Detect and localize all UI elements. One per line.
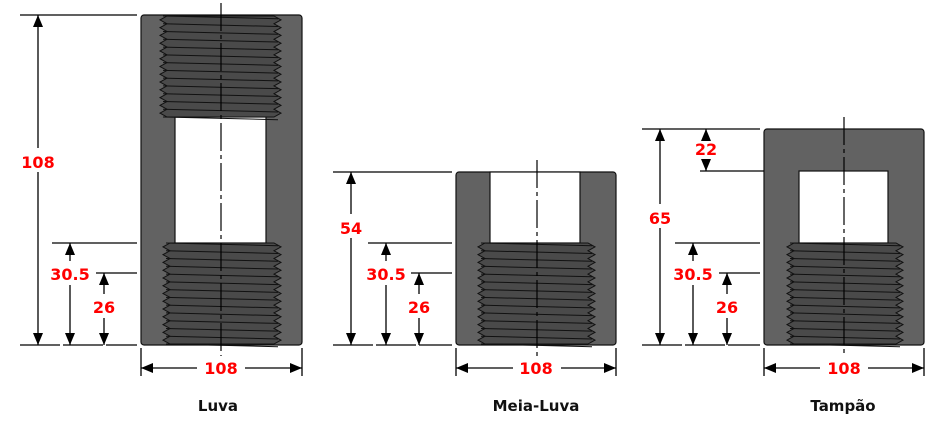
tampao-bottom-thread-line [789,281,901,286]
luva-bottom-thread-line [165,296,279,301]
luva-top-thread-line [162,69,279,74]
meia-luva-width-dim-arrow [456,363,468,373]
meia-luva-thread-length-dim-arrow [414,333,424,345]
luva-bottom-thread-line [165,335,279,340]
meia-luva-height-label: 54 [340,219,362,238]
luva-bottom-thread-line [165,242,279,247]
tampao-width-dim-arrow [764,363,776,373]
luva-height-dim-arrow [33,333,43,345]
tampao-thread-length-label: 26 [716,298,738,317]
tampao-bottom-thread-line [789,250,901,254]
tampao-bottom-thread-line [789,265,901,270]
luva-thread-depth-dim-arrow [65,333,75,345]
luva-width-dim-arrow [141,363,153,373]
meia-luva-caption: Meia-Luva [493,397,580,415]
tampao-bottom-thread-line [789,242,901,247]
tampao-bottom-thread-line [789,335,901,340]
meia-luva-height-dim-arrow [346,172,356,184]
meia-luva-thread-depth-dim-arrow [381,243,391,255]
luva-bottom-thread-line [165,312,279,317]
luva-bottom-thread-line [165,304,279,309]
meia-luva-thread-length-dim-arrow [414,273,424,285]
meia-luva-height-dim-arrow [346,333,356,345]
tampao-bottom-thread-line [789,296,901,301]
tampao-bottom-thread-line [789,258,901,262]
luva-height-label: 108 [21,153,54,172]
luva-top-thread-line [162,77,279,82]
luva-bottom-thread-line [165,327,279,332]
tampao-top-thickness-dim-arrow [701,129,711,141]
meia-luva-width-dim-arrow [604,363,616,373]
tampao-caption: Tampão [810,397,875,415]
tampao-top-thickness-dim-arrow [701,159,711,171]
meia-luva-thread-depth-label: 30.5 [366,265,405,284]
luva-bottom-thread-line [165,250,279,254]
luva-height-dim-arrow [33,15,43,27]
tampao-height-dim-arrow [655,333,665,345]
tampao-height-dim-arrow [655,129,665,141]
luva-bottom-thread-line [165,265,279,270]
tampao-bottom-thread-line [789,327,901,332]
tampao-bottom-thread-line [789,304,901,309]
tampao-thread-depth-dim-arrow [688,333,698,345]
luva-bottom-thread-line [165,343,279,348]
meia-luva-width-label: 108 [519,359,552,378]
tampao-bottom-thread-line [789,312,901,317]
luva-bottom-thread-line [165,258,279,262]
luva-thread-depth-dim-arrow [65,243,75,255]
tampao-top-thickness-label: 22 [695,140,717,159]
luva-thread-length-label: 26 [93,298,115,317]
tampao-bottom-thread-line [789,343,901,348]
luva-width-dim-arrow [290,363,302,373]
luva-top-thread-line [162,38,279,43]
tampao-thread-depth-dim-arrow [688,243,698,255]
luva-thread-length-dim-arrow [99,273,109,285]
tampao-thread-length-dim-arrow [722,273,732,285]
luva-bottom-thread-line [165,320,279,324]
luva-bottom-thread-line [165,289,279,293]
tampao-height-label: 65 [649,209,671,228]
luva-width-label: 108 [204,359,237,378]
meia-luva-thread-depth-dim-arrow [381,333,391,345]
tampao-bottom-thread-line [789,273,901,278]
tampao-width-dim-arrow [912,363,924,373]
meia-luva-thread-length-label: 26 [408,298,430,317]
luva-thread-depth-label: 30.5 [50,265,89,284]
luva-bottom-thread-line [165,281,279,286]
luva-bottom-thread-line [165,273,279,278]
luva-top-thread-line [162,31,279,35]
tampao-bottom-thread-line [789,320,901,324]
luva-caption: Luva [198,397,238,415]
tampao-thread-length-dim-arrow [722,333,732,345]
meia-luva-bore [489,171,581,244]
tampao-thread-depth-label: 30.5 [673,265,712,284]
luva-thread-length-dim-arrow [99,333,109,345]
tampao-bottom-thread-line [789,289,901,293]
tampao-width-label: 108 [827,359,860,378]
